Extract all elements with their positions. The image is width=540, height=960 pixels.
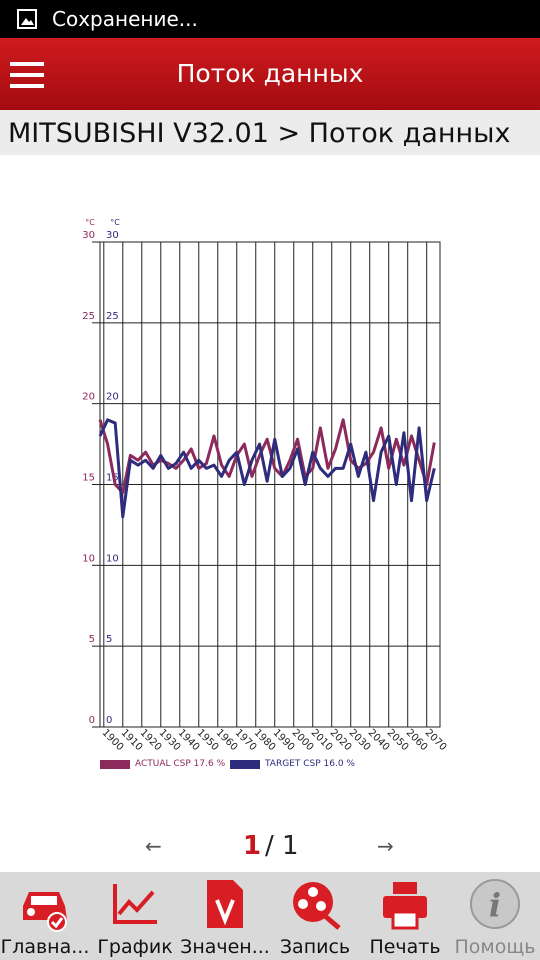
status-bar: Сохранение... — [0, 0, 540, 38]
nav-label: Помощь — [454, 936, 536, 958]
nav-help[interactable]: i Помощь — [450, 872, 540, 960]
y2-unit: °C — [110, 218, 120, 227]
total-pages: 1 — [282, 831, 299, 861]
x-tick-label: 2070 — [423, 727, 449, 753]
y2-tick-label: 10 — [106, 553, 119, 564]
y-tick-label: 0 — [89, 715, 95, 726]
legend-label: ACTUAL CSP 17.6 % — [135, 759, 226, 769]
nav-label: Значен... — [180, 936, 270, 958]
y-tick-label: 30 — [82, 230, 95, 241]
y-tick-label: 15 — [82, 473, 95, 484]
y2-tick-label: 25 — [106, 311, 119, 322]
bottom-nav: Главна... График Значен... Запись Печать… — [0, 872, 540, 960]
app-title: Поток данных — [176, 59, 364, 88]
prev-page[interactable]: ← — [145, 834, 162, 858]
nav-label: Печать — [369, 936, 441, 958]
nav-label: Главна... — [0, 936, 90, 958]
app-bar: Поток данных — [0, 38, 540, 110]
legend-swatch — [100, 760, 130, 769]
nav-print[interactable]: Печать — [360, 872, 450, 960]
nav-values[interactable]: Значен... — [180, 872, 270, 960]
legend-swatch — [230, 760, 260, 769]
data-line — [98, 418, 436, 519]
record-icon — [293, 882, 341, 930]
status-text: Сохранение... — [52, 7, 198, 31]
pager: ← 1 / 1 → — [0, 826, 540, 866]
page-separator: / — [265, 831, 274, 861]
help-icon: i — [470, 879, 520, 929]
nav-graph[interactable]: График — [90, 872, 180, 960]
menu-button[interactable] — [10, 60, 46, 90]
y-tick-label: 20 — [82, 392, 95, 403]
values-icon — [207, 880, 243, 928]
current-page: 1 — [243, 831, 262, 861]
svg-text:i: i — [489, 886, 501, 924]
y2-tick-label: 0 — [106, 715, 112, 726]
y2-tick-label: 5 — [106, 634, 112, 645]
legend-label: TARGET CSP 16.0 % — [264, 759, 355, 769]
graph-icon — [113, 884, 157, 924]
y-unit: °C — [85, 218, 95, 227]
print-icon — [383, 882, 427, 930]
y-tick-label: 10 — [82, 553, 95, 564]
y2-tick-label: 15 — [106, 473, 119, 484]
y2-tick-label: 20 — [106, 392, 119, 403]
y2-tick-label: 30 — [106, 230, 119, 241]
nav-record[interactable]: Запись — [270, 872, 360, 960]
gallery-icon — [17, 9, 37, 29]
nav-label: Запись — [279, 936, 351, 958]
car-icon — [23, 892, 67, 932]
next-page[interactable]: → — [377, 834, 394, 858]
nav-home[interactable]: Главна... — [0, 872, 90, 960]
breadcrumb-text: MITSUBISHI V32.01 > Поток данных — [8, 118, 511, 149]
breadcrumb: MITSUBISHI V32.01 > Поток данных — [0, 110, 540, 155]
nav-label: График — [97, 936, 173, 958]
y-tick-label: 5 — [89, 634, 95, 645]
y-tick-label: 25 — [82, 311, 95, 322]
